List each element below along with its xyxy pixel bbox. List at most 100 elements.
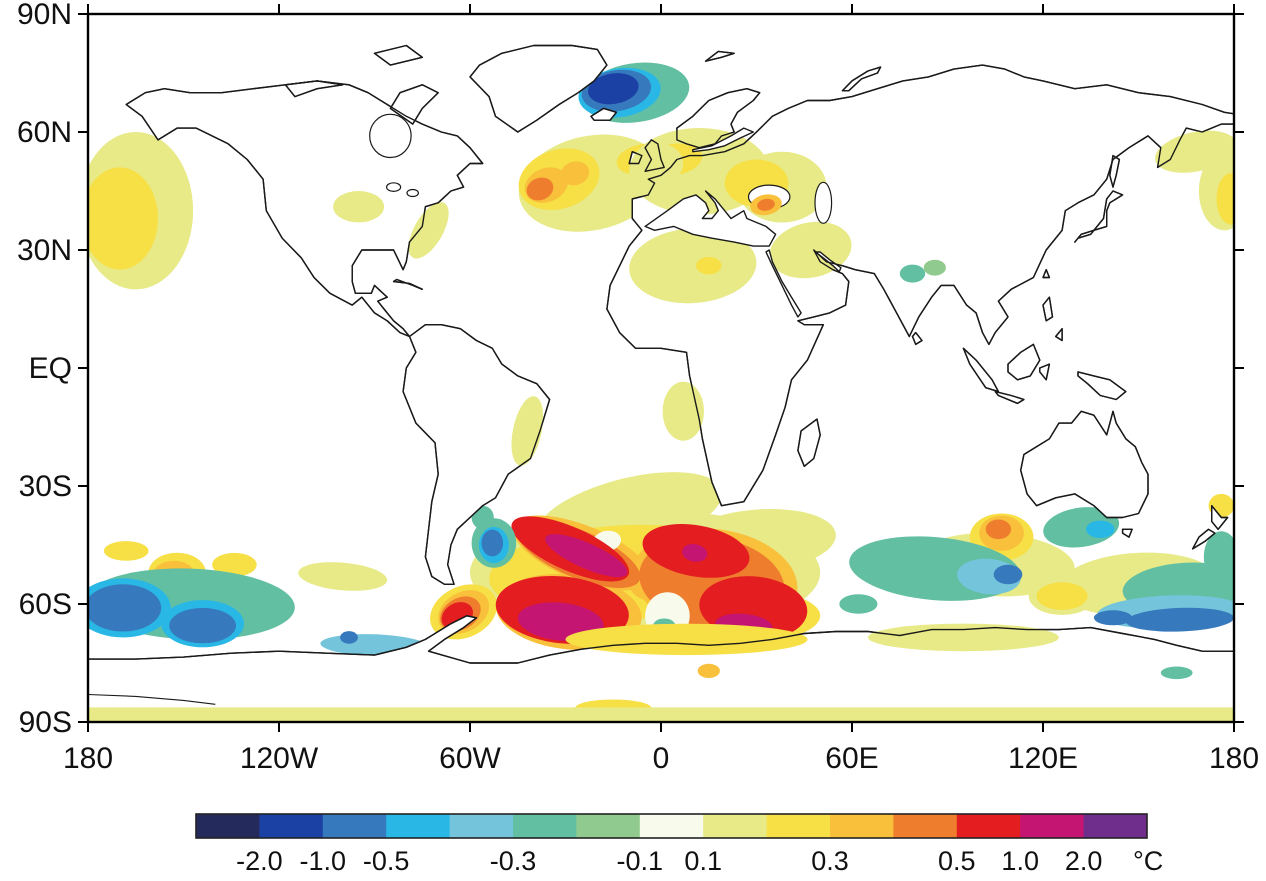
colorbar-segment [449,814,514,838]
colorbar-unit-label: °C [1133,846,1163,876]
coastline-stroke [284,80,344,98]
land-anomaly-region [923,259,946,276]
coastline-stroke [1020,410,1149,519]
ocean-anomaly-region [526,177,554,201]
land-anomaly-region [899,264,926,283]
ocean-anomaly-region [682,544,708,562]
map-plot-area [88,14,1234,722]
colorbar-segment [1083,814,1148,838]
coastline-stroke [1109,154,1121,188]
lon-tick-label: 120W [240,742,319,775]
coastline-stroke [125,80,484,338]
ocean-anomaly-region [212,552,257,577]
coastline-stroke [402,324,551,585]
land-anomaly-region [697,663,720,679]
sea-outline [814,181,833,224]
ocean-anomaly-region [481,529,504,557]
ocean-anomaly-region [588,73,639,105]
colorbar-tick-label: -0.1 [617,846,664,876]
coastline-stroke [1191,528,1216,550]
colorbar-tick-label: 0.5 [938,846,976,876]
colorbar-segment [893,814,958,838]
lat-tick-label: EQ [29,352,72,385]
colorbar-tick-label: -2.0 [236,846,283,876]
sea-outline [369,113,412,159]
coastline-stroke [1039,363,1051,381]
colorbar-tick-label: 0.3 [811,846,849,876]
lat-tick-label: 60N [17,116,72,149]
lon-tick-label: 180 [63,742,113,775]
ocean-anomaly-region [169,607,236,644]
ocean-anomaly-region [298,562,388,591]
coastline-stroke [469,44,608,133]
lat-tick-label: 90N [17,0,72,31]
colorbar-tick-label: -1.0 [300,846,347,876]
coastline-stroke [88,615,1234,664]
coastline-stroke [644,139,665,172]
land-anomaly-region [638,143,684,184]
lon-tick-label: 120E [1008,742,1078,775]
ocean-anomaly-region [88,584,162,632]
ocean-anomaly-region [545,534,628,578]
colorbar: -2.0 -1.0 -0.5 -0.3 -0.1 0.1 0.3 0.5 1.0 2.0 °C [195,813,1163,876]
coastline-stroke [1211,505,1229,530]
ocean-anomaly-region [88,167,158,270]
land-anomaly-region [1216,173,1234,225]
coastline-stroke [373,44,423,66]
coastline-stroke [1121,528,1133,538]
coastline-stroke [1055,328,1063,342]
ocean-anomaly-region [1125,607,1234,632]
ocean-anomaly-region [985,519,1012,540]
colorbar-segment [766,814,831,838]
colorbar-segment [259,814,324,838]
ocean-anomaly-region [517,602,604,642]
lat-tick-label: 90S [19,706,72,739]
land-anomaly-region [565,623,808,656]
colorbar-tick-label: -0.5 [363,846,410,876]
land-anomaly-region [629,228,757,304]
colorbar-tick-label: 0.1 [684,846,722,876]
land-anomaly-region [696,257,722,275]
land-anomaly-region [511,396,544,466]
ocean-anomaly-region [560,161,590,186]
sea-outline [386,182,402,193]
coastline-stroke [704,50,735,62]
colorbar-segment [322,814,387,838]
colorbar-segment [576,814,641,838]
lon-tick-label: 60E [825,742,878,775]
colorbar-segment [513,814,577,838]
coastline-stroke [994,390,1025,405]
lon-tick-label: 180 [1209,742,1259,775]
land-anomaly-region [408,202,449,259]
lon-tick-label: 60W [439,742,501,775]
colorbar-tick-label: 1.0 [1001,846,1039,876]
coastline-stroke [1042,269,1051,279]
coastline-stroke [962,347,1000,393]
lat-tick-label: 30N [17,234,72,267]
colorbar-tick-label: 2.0 [1065,846,1103,876]
sea-anomaly-region [757,198,775,211]
ice-shelf-line [88,693,216,705]
land-anomaly-region [333,191,385,223]
lat-tick-label: 30S [19,470,72,503]
ocean-anomaly-region [340,631,358,644]
coastline-stroke [841,66,882,92]
colorbar-segment [703,814,768,838]
coastline-stroke [628,151,643,165]
colorbar-segment [956,814,1021,838]
ocean-anomaly-region [1093,610,1133,626]
coastline-stroke [1077,371,1127,401]
coastline-stroke [606,64,1234,507]
coastline-stroke [797,418,821,467]
sea-outline [644,190,777,247]
south-polar-strip [88,707,1234,722]
sea-outline [692,127,754,153]
land-anomaly-region [1160,666,1193,680]
coastline-stroke [590,107,618,121]
sea-outline [765,249,802,318]
coastline-stroke [1007,343,1041,381]
colorbar-segment [639,814,704,838]
coastline-stroke [1074,190,1124,243]
ocean-anomaly-region [993,564,1023,585]
